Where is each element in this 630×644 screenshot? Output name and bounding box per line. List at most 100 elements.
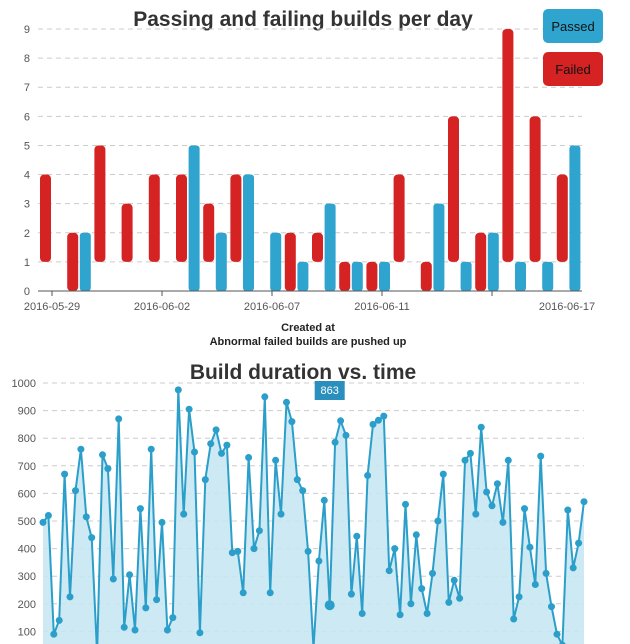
duration-point[interactable] bbox=[483, 488, 491, 496]
duration-point[interactable] bbox=[304, 547, 312, 555]
duration-point[interactable] bbox=[169, 614, 177, 622]
duration-point[interactable] bbox=[261, 393, 269, 401]
failed-bar[interactable] bbox=[148, 174, 160, 262]
duration-point[interactable] bbox=[450, 576, 458, 584]
duration-point[interactable] bbox=[104, 465, 112, 473]
duration-point[interactable] bbox=[72, 487, 79, 495]
passed-bar[interactable] bbox=[188, 145, 200, 291]
duration-point[interactable] bbox=[499, 518, 507, 526]
duration-point[interactable] bbox=[358, 610, 366, 617]
passed-bar[interactable] bbox=[542, 261, 554, 291]
duration-point[interactable] bbox=[569, 564, 577, 572]
duration-point[interactable] bbox=[158, 518, 166, 526]
duration-point[interactable] bbox=[337, 417, 345, 425]
duration-point[interactable] bbox=[315, 557, 323, 565]
duration-point[interactable] bbox=[44, 512, 52, 519]
duration-point[interactable] bbox=[126, 571, 134, 579]
duration-point[interactable] bbox=[153, 596, 161, 604]
failed-bar[interactable] bbox=[529, 116, 541, 262]
failed-bar[interactable] bbox=[67, 232, 79, 291]
failed-bar[interactable] bbox=[230, 174, 242, 262]
duration-point[interactable] bbox=[461, 456, 469, 464]
duration-point[interactable] bbox=[488, 502, 496, 510]
passed-bar[interactable] bbox=[515, 261, 526, 291]
duration-point[interactable] bbox=[407, 600, 415, 608]
failed-bar[interactable] bbox=[284, 232, 296, 291]
duration-point[interactable] bbox=[320, 496, 328, 504]
duration-point[interactable] bbox=[347, 590, 355, 598]
duration-point[interactable] bbox=[396, 611, 404, 619]
duration-point[interactable] bbox=[82, 513, 90, 521]
duration-point[interactable] bbox=[50, 630, 58, 638]
duration-point[interactable] bbox=[299, 487, 307, 495]
failed-bar[interactable] bbox=[393, 174, 405, 262]
duration-point[interactable] bbox=[521, 505, 528, 513]
duration-point[interactable] bbox=[429, 569, 436, 577]
failed-bar[interactable] bbox=[203, 203, 215, 262]
duration-point[interactable] bbox=[136, 505, 144, 513]
duration-point[interactable] bbox=[142, 604, 150, 612]
duration-point[interactable] bbox=[477, 423, 485, 431]
duration-point[interactable] bbox=[580, 498, 588, 506]
duration-point[interactable] bbox=[55, 616, 63, 624]
duration-point[interactable] bbox=[391, 545, 399, 553]
duration-point[interactable] bbox=[526, 543, 534, 551]
duration-point[interactable] bbox=[99, 451, 106, 459]
duration-point[interactable] bbox=[353, 532, 361, 540]
duration-point[interactable] bbox=[374, 416, 382, 424]
duration-point[interactable] bbox=[456, 594, 464, 602]
duration-point[interactable] bbox=[445, 598, 453, 606]
passed-bar[interactable] bbox=[351, 261, 363, 291]
passed-bar[interactable] bbox=[433, 203, 445, 291]
duration-point[interactable] bbox=[283, 398, 290, 406]
duration-point[interactable] bbox=[380, 412, 388, 420]
failed-bar[interactable] bbox=[121, 203, 133, 262]
passed-bar[interactable] bbox=[569, 145, 581, 291]
duration-point[interactable] bbox=[163, 626, 171, 634]
duration-point[interactable] bbox=[472, 510, 480, 518]
duration-point[interactable] bbox=[575, 539, 583, 547]
failed-bar[interactable] bbox=[448, 116, 459, 262]
duration-point[interactable] bbox=[510, 615, 518, 623]
duration-point[interactable] bbox=[434, 517, 442, 525]
duration-point[interactable] bbox=[504, 456, 512, 464]
failed-bar[interactable] bbox=[339, 261, 351, 291]
duration-point[interactable] bbox=[77, 445, 85, 453]
duration-point[interactable] bbox=[324, 600, 335, 611]
duration-point[interactable] bbox=[212, 426, 220, 434]
duration-point[interactable] bbox=[207, 440, 215, 448]
failed-bar[interactable] bbox=[312, 232, 323, 262]
duration-point[interactable] bbox=[218, 449, 225, 457]
duration-point[interactable] bbox=[147, 445, 155, 453]
duration-point[interactable] bbox=[537, 452, 545, 460]
duration-point[interactable] bbox=[342, 431, 350, 439]
duration-point[interactable] bbox=[61, 470, 69, 478]
duration-point[interactable] bbox=[115, 415, 123, 423]
duration-point[interactable] bbox=[412, 531, 420, 539]
duration-point[interactable] bbox=[66, 593, 74, 601]
duration-point[interactable] bbox=[369, 420, 377, 428]
duration-point[interactable] bbox=[423, 610, 431, 617]
duration-point[interactable] bbox=[548, 603, 555, 611]
duration-point[interactable] bbox=[239, 589, 247, 597]
duration-point[interactable] bbox=[293, 476, 301, 484]
passed-bar[interactable] bbox=[324, 203, 336, 291]
duration-point[interactable] bbox=[234, 547, 242, 555]
failed-bar[interactable] bbox=[366, 261, 378, 291]
duration-point[interactable] bbox=[250, 545, 258, 553]
passed-bar[interactable] bbox=[243, 174, 254, 291]
duration-point[interactable] bbox=[180, 510, 188, 518]
passed-bar[interactable] bbox=[79, 232, 91, 291]
passed-bar[interactable] bbox=[379, 261, 390, 291]
duration-point[interactable] bbox=[174, 386, 182, 394]
duration-point[interactable] bbox=[466, 449, 474, 457]
failed-bar[interactable] bbox=[475, 232, 487, 291]
duration-point[interactable] bbox=[288, 418, 296, 426]
failed-bar[interactable] bbox=[94, 145, 106, 262]
duration-point[interactable] bbox=[418, 585, 426, 593]
passed-bar[interactable] bbox=[487, 232, 499, 291]
passed-bar[interactable] bbox=[215, 232, 227, 291]
duration-point[interactable] bbox=[196, 629, 204, 637]
failed-bar[interactable] bbox=[176, 174, 187, 262]
duration-point[interactable] bbox=[559, 641, 566, 644]
